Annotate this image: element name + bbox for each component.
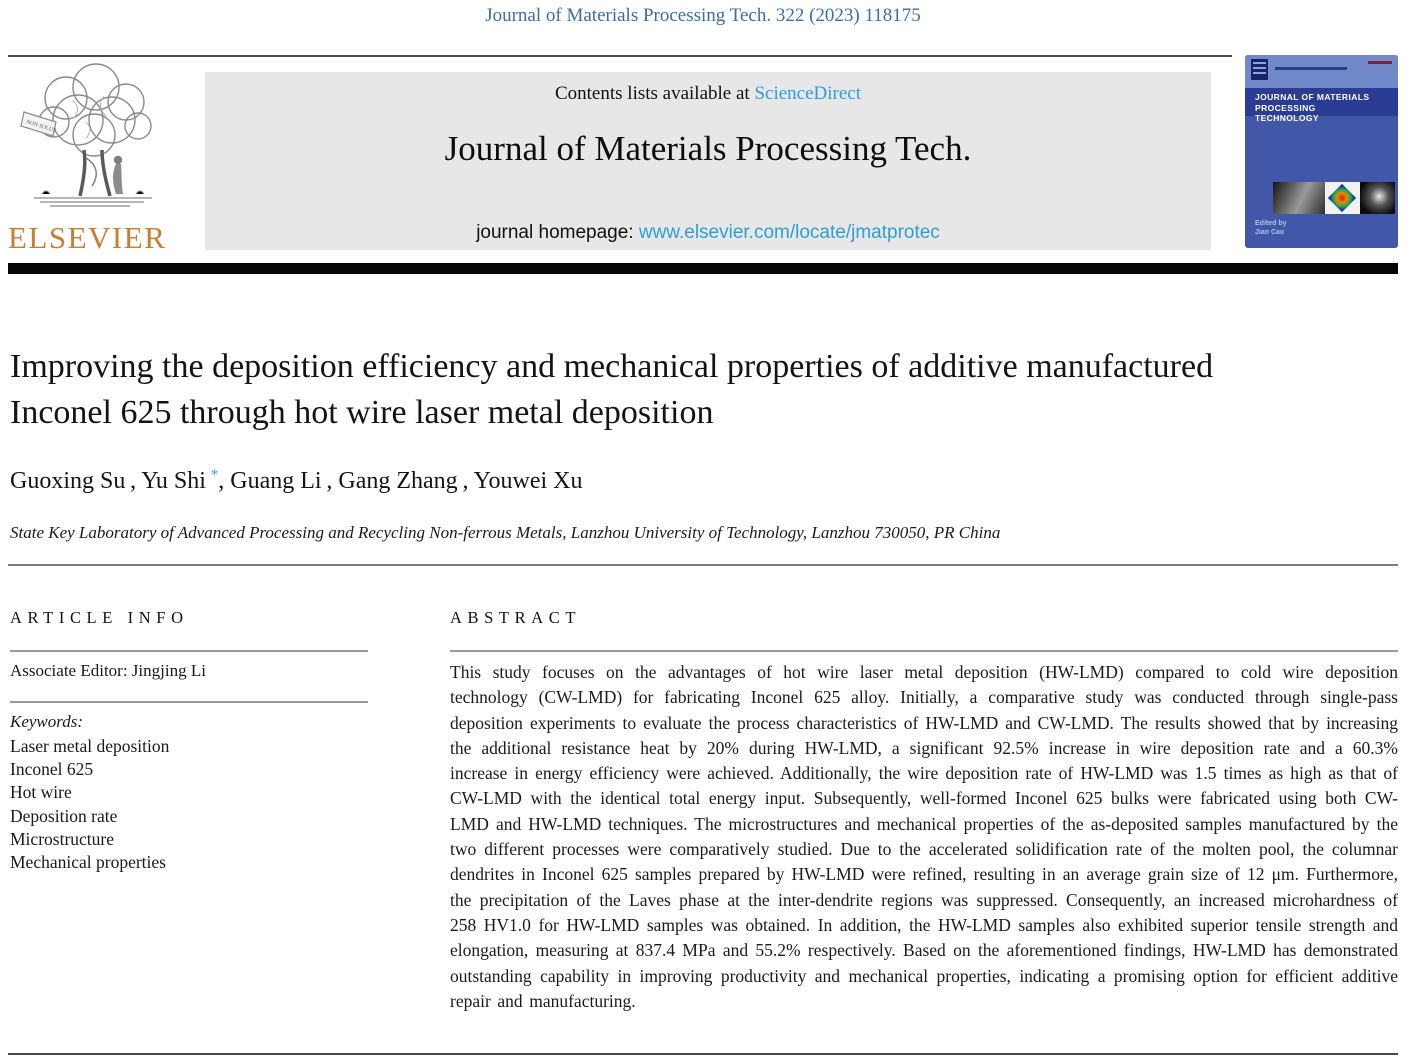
- cover-edited-by: Edited by Jian Cao: [1255, 219, 1287, 237]
- journal-cover-thumbnail[interactable]: JOURNAL OF MATERIALS PROCESSING TECHNOLO…: [1245, 55, 1398, 248]
- header-divider: [8, 55, 1232, 57]
- contents-prefix: Contents lists available at: [554, 83, 755, 104]
- sciencedirect-link[interactable]: ScienceDirect: [754, 83, 862, 104]
- heatmap-diamond-icon: [1327, 183, 1357, 213]
- journal-homepage-link[interactable]: www.elsevier.com/locate/jmatprotec: [638, 222, 940, 243]
- elsevier-tree-icon: NON SOLUS: [20, 63, 152, 207]
- keywords-list: Laser metal deposition Inconel 625 Hot w…: [10, 735, 169, 874]
- article-title: Improving the deposition efficiency and …: [10, 348, 1214, 431]
- elsevier-logo: NON SOLUS ELSEVIER: [8, 60, 178, 256]
- keyword-item: Hot wire: [10, 782, 72, 803]
- journal-citation-header: Journal of Materials Processing Tech. 32…: [485, 5, 921, 26]
- cover-top-band: [1245, 55, 1398, 88]
- cover-editor-name: Jian Cao: [1255, 229, 1285, 236]
- author-affiliation: State Key Laboratory of Advanced Process…: [10, 523, 1001, 542]
- author-list: Guoxing Su , Yu Shi *, Guang Li , Gang Z…: [10, 467, 583, 495]
- cover-heatmap-panel: [1325, 182, 1360, 214]
- cover-small-text-bar: [1275, 67, 1347, 70]
- abstract-rule: [450, 650, 1398, 652]
- homepage-prefix: journal homepage:: [476, 222, 639, 243]
- cover-image-strip: [1273, 182, 1395, 214]
- journal-name: Journal of Materials Processing Tech.: [444, 129, 972, 168]
- keyword-item: Laser metal deposition: [10, 736, 170, 756]
- section-divider: [8, 564, 1398, 566]
- authors-before-mark: Guoxing Su , Yu Shi: [10, 468, 211, 494]
- corresponding-author-asterisk[interactable]: *: [210, 467, 219, 483]
- masthead-black-bar: [8, 263, 1398, 274]
- article-info-heading: ARTICLE INFO: [10, 608, 189, 627]
- cover-journal-title: JOURNAL OF MATERIALS PROCESSING TECHNOLO…: [1255, 92, 1370, 123]
- keyword-item: Deposition rate: [10, 805, 118, 826]
- keyword-item: Inconel 625: [10, 759, 94, 780]
- keywords-label: Keywords:: [10, 712, 84, 731]
- cover-title-band: JOURNAL OF MATERIALS PROCESSING TECHNOLO…: [1245, 88, 1398, 123]
- elsevier-wordmark: ELSEVIER: [8, 220, 167, 255]
- cover-edited-by-label: Edited by: [1255, 220, 1287, 227]
- cover-photo-grayscale: [1273, 182, 1325, 214]
- abstract-heading: ABSTRACT: [450, 608, 582, 627]
- cover-publisher-mark-icon: [1251, 59, 1268, 80]
- cover-photo-dark: [1360, 182, 1395, 214]
- keyword-item: Microstructure: [10, 828, 114, 849]
- authors-after-mark: , Guang Li , Gang Zhang , Youwei Xu: [218, 468, 583, 494]
- article-info-rule-mid: [10, 701, 368, 703]
- page-bottom-rule: [8, 1053, 1398, 1055]
- journal-masthead-banner: Contents lists available at ScienceDirec…: [205, 72, 1211, 250]
- associate-editor-line: Associate Editor: Jingjing Li: [10, 661, 206, 680]
- contents-line: Contents lists available at ScienceDirec…: [205, 83, 1211, 105]
- cover-issn-bar: [1368, 61, 1392, 64]
- article-info-rule-top: [10, 650, 368, 652]
- keyword-item: Mechanical properties: [10, 852, 166, 873]
- abstract-text: This study focuses on the advantages of …: [450, 662, 1398, 1011]
- homepage-line: journal homepage: www.elsevier.com/locat…: [205, 222, 1211, 244]
